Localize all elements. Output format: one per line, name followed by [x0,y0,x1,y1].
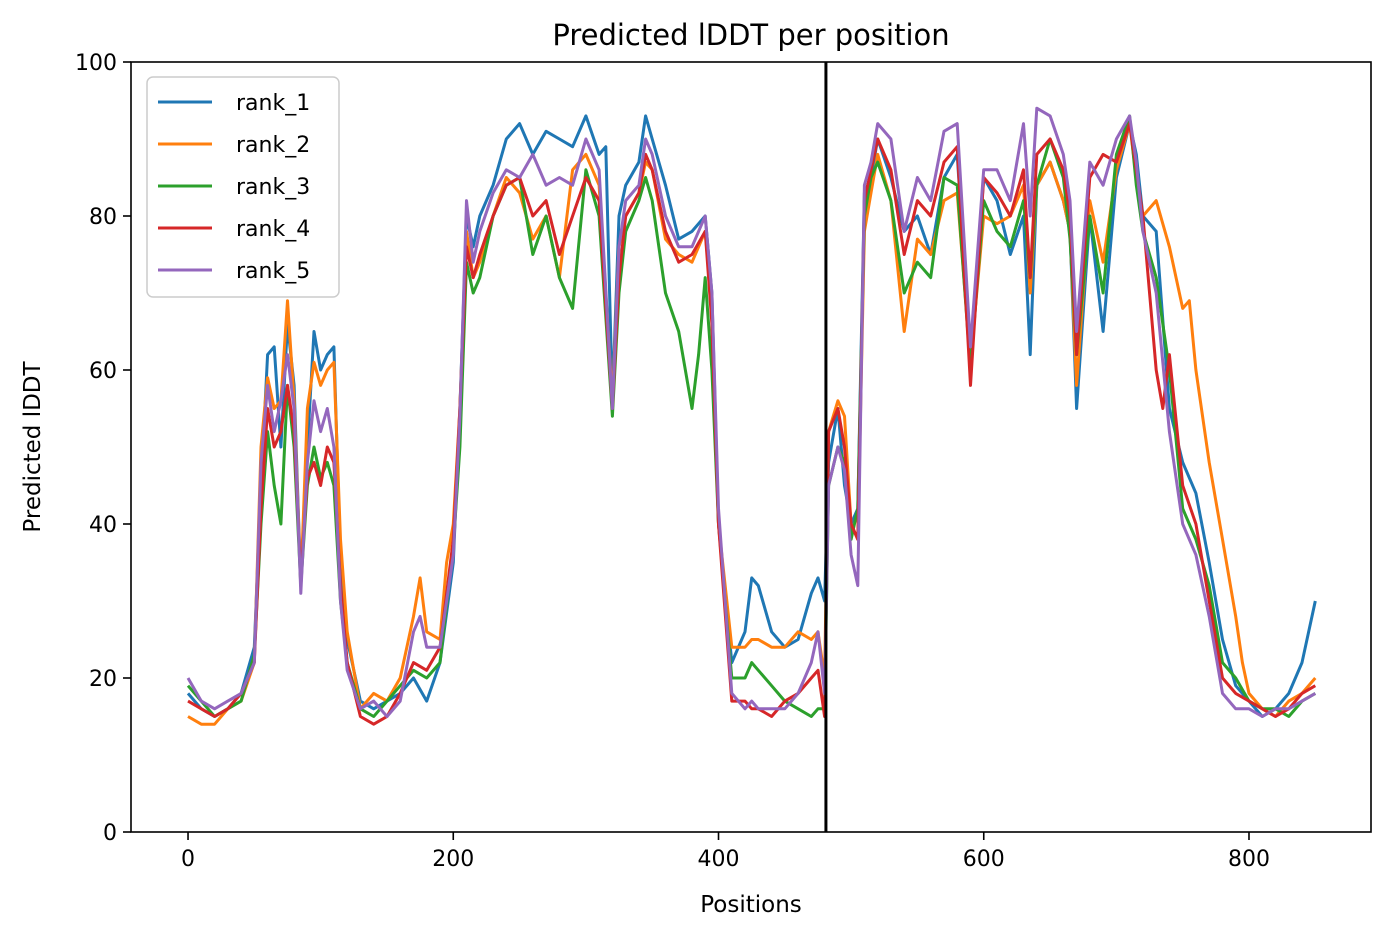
legend-label: rank_4 [236,217,310,242]
legend: rank_1 rank_2 rank_3 rank_4 rank_5 [146,76,340,298]
x-tick-label: 0 [181,847,195,872]
legend-label: rank_3 [236,175,310,200]
x-tick-label: 600 [963,847,1005,872]
legend-label: rank_2 [236,133,310,158]
series-line-rank-1 [186,114,1317,718]
y-tick-label: 100 [75,51,117,76]
x-axis-label: Positions [700,892,802,918]
chart-title: Predicted lDDT per position [552,18,949,52]
y-tick-label: 20 [89,667,117,692]
x-axis-ticks: 0 200 400 600 800 [181,832,1270,872]
series-line-rank-5 [186,106,1317,718]
y-axis-label: Predicted lDDT [20,360,46,532]
series-line-rank-3 [186,114,1317,718]
x-tick-label: 400 [698,847,740,872]
series-line-rank-2 [187,122,1317,726]
y-tick-label: 80 [89,205,117,230]
legend-box [146,76,340,298]
legend-label: rank_1 [236,91,310,116]
legend-label: rank_5 [236,259,310,284]
y-axis-ticks: 0 20 40 60 80 100 [75,51,131,846]
plot-lines [186,106,1317,726]
x-tick-label: 800 [1228,847,1270,872]
y-tick-label: 40 [89,513,117,538]
y-tick-label: 0 [103,821,117,846]
plot-frame [130,61,1372,833]
y-tick-label: 60 [89,359,117,384]
x-tick-label: 200 [432,847,474,872]
